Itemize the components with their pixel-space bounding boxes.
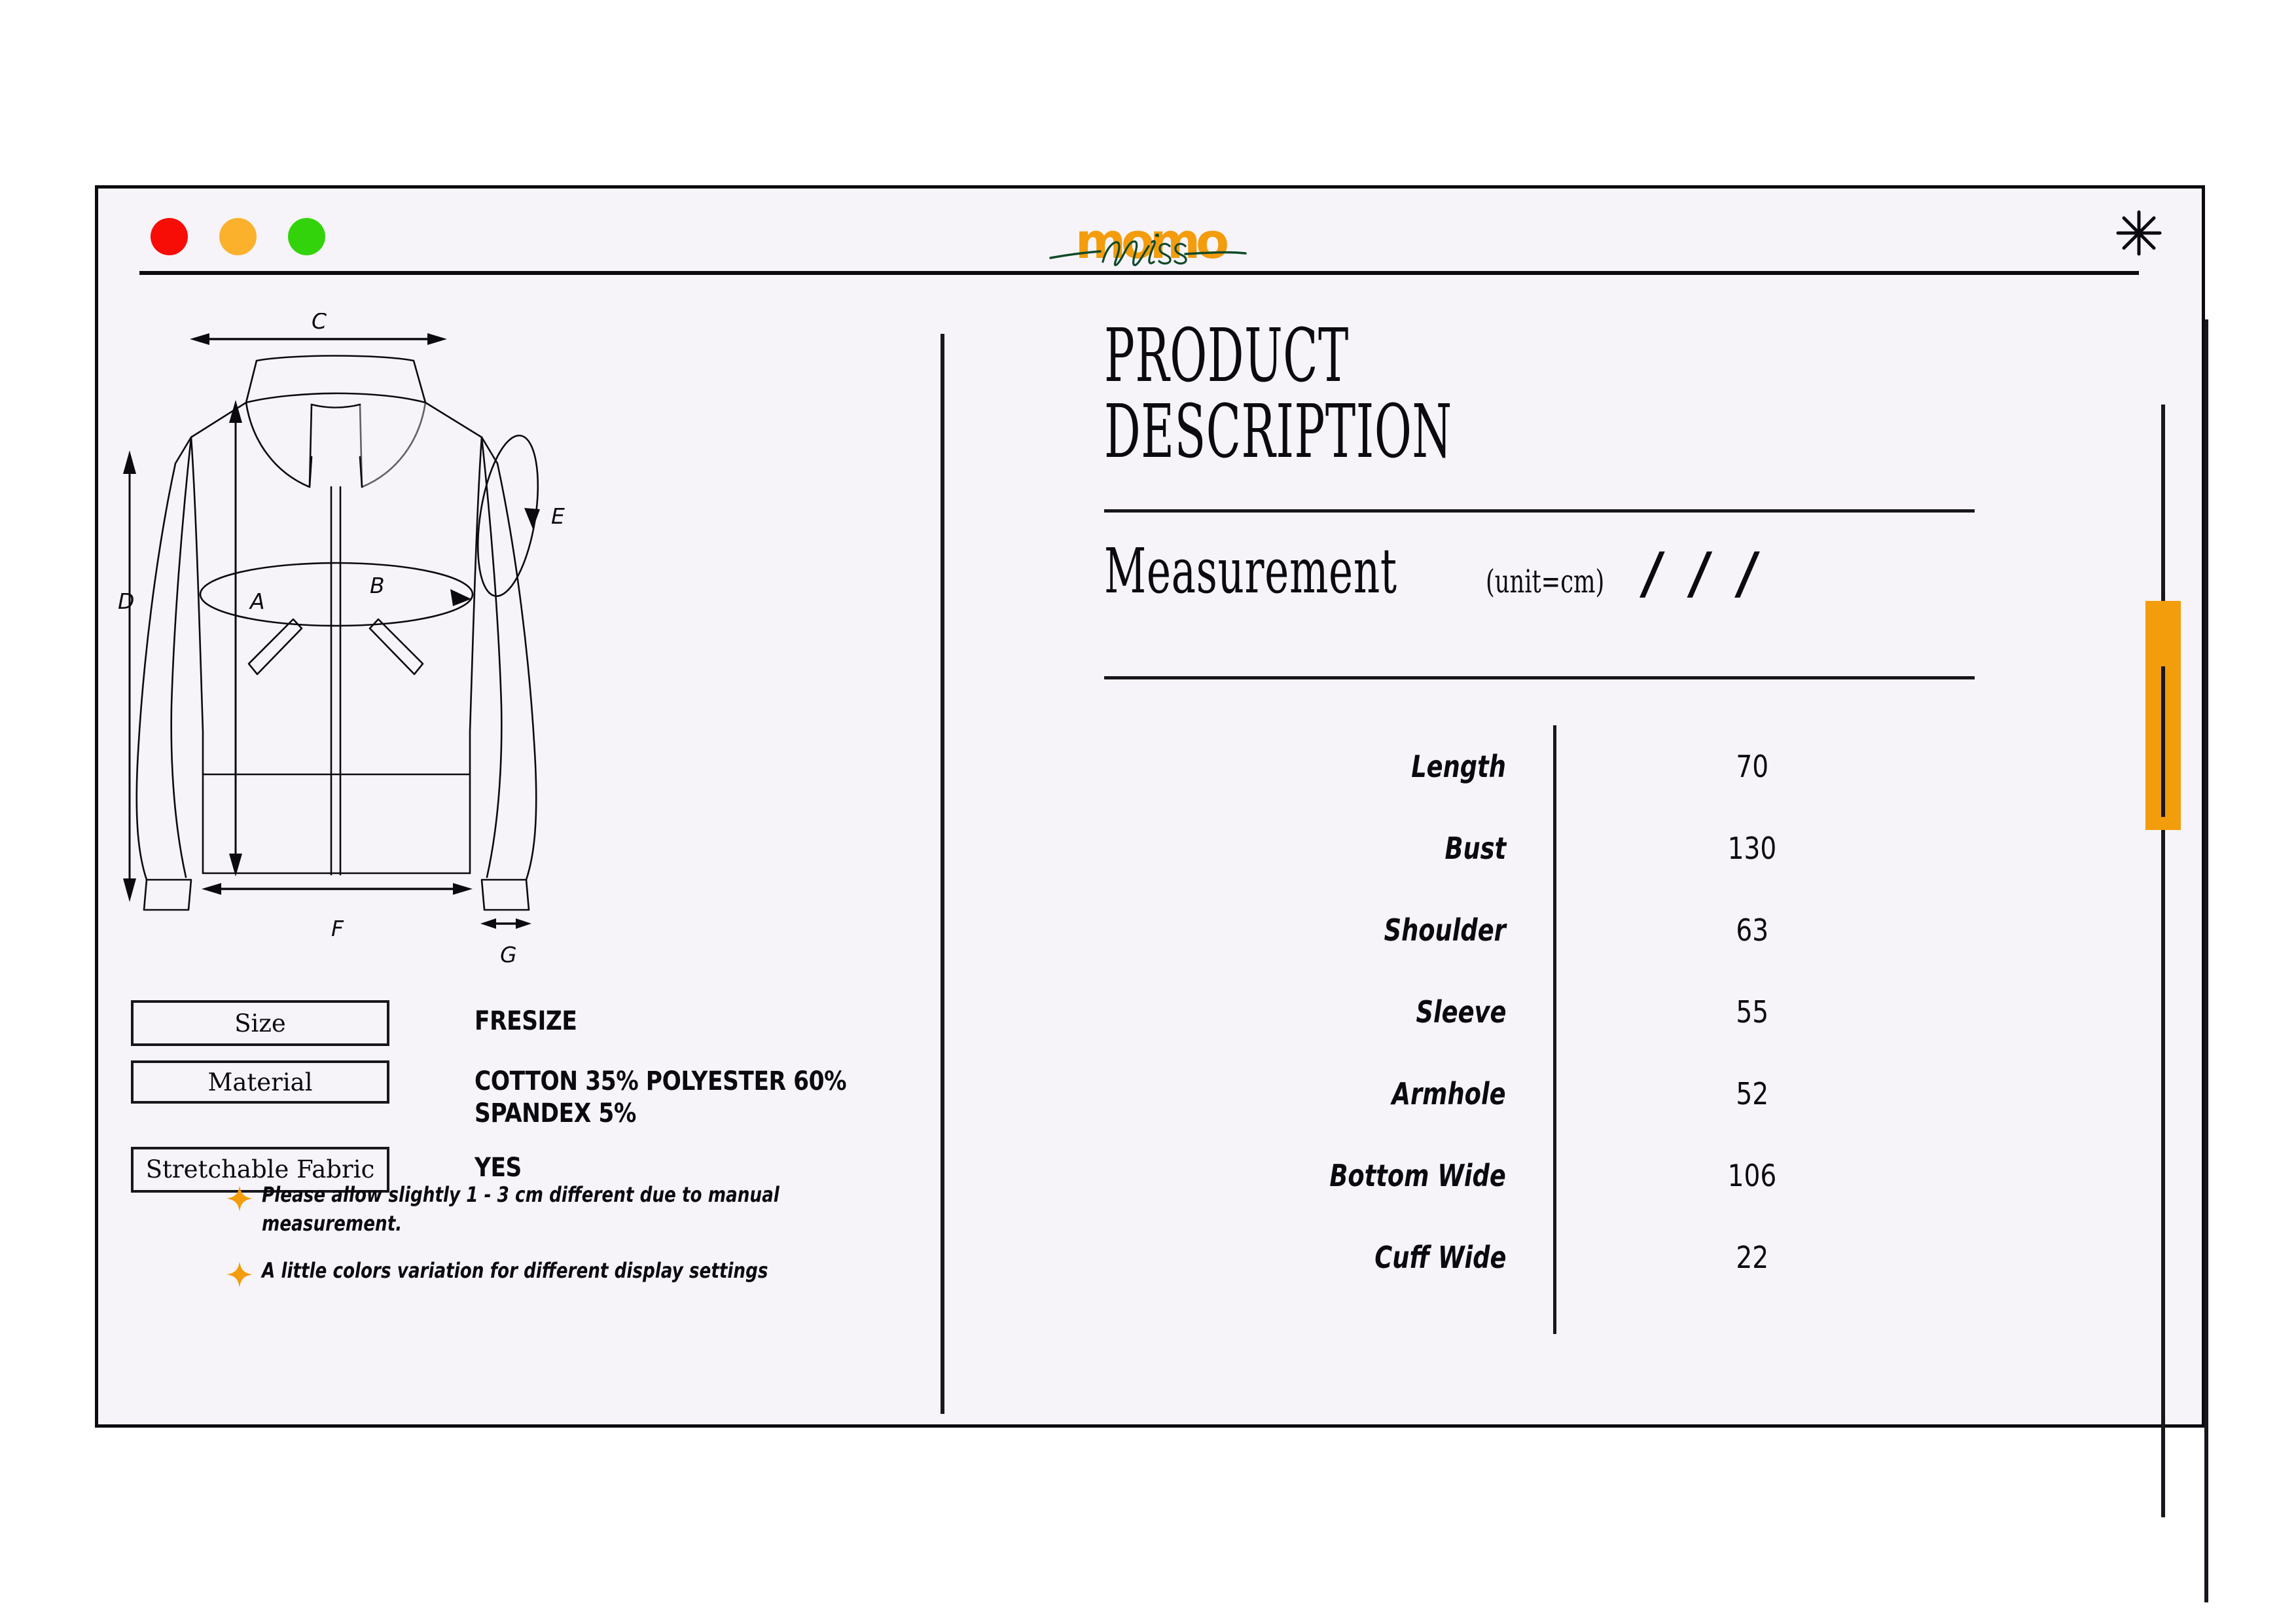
callout-letter-A: A [249,588,265,614]
spec-value-stretchable-fabric: YES [475,1152,522,1183]
measurement-label: Cuff Wide [1104,1240,1530,1275]
spec-label-size: Size [131,1000,389,1046]
scrollbar-track[interactable] [2161,405,2165,1517]
minimize-button[interactable] [219,218,257,255]
page-title: PRODUCT DESCRIPTION [1104,314,1452,475]
notes-list: Please allow slightly 1 - 3 cm different… [226,1180,914,1306]
header-divider [139,271,2139,275]
measurement-divider [1104,676,1975,679]
measurement-table-body: Length 70 Bust 130 Shoulder 63 Sleeve 55… [1104,725,1975,1298]
measurement-value-text: 70 [1736,748,1768,784]
slash-decoration: / / / [1644,541,1764,606]
vertical-scrollbar[interactable] [2145,405,2185,1517]
note-item: Please allow slightly 1 - 3 cm different… [226,1180,914,1238]
measurement-label: Shoulder [1104,912,1530,948]
panel-divider [941,334,944,1414]
measurement-value: 70 [1530,749,1975,784]
measurement-label-text: Bottom Wide [1329,1157,1506,1193]
measurement-label: Bust [1104,831,1530,866]
spec-label-material: Material [131,1060,389,1104]
measurement-value-text: 22 [1736,1239,1768,1275]
brand-logo-wordmark: momo [1075,213,1229,270]
measurement-value: 130 [1530,831,1975,866]
brand-logo[interactable]: momo [1045,213,1255,279]
measurement-label-text: Shoulder [1384,912,1506,948]
measurement-label-text: Cuff Wide [1374,1239,1506,1275]
measurement-unit: (unit=cm) [1486,563,1605,600]
spec-value-material: COTTON 35% POLYESTER 60% SPANDEX 5% [475,1066,847,1128]
measurement-value: 22 [1530,1240,1975,1275]
measurement-heading: Measurement [1104,535,1397,607]
sparkle-bullet-icon [226,1185,253,1212]
spec-row-material: Material COTTON 35% POLYESTER 60% SPANDE… [131,1060,916,1130]
measurement-label-text: Bust [1444,830,1506,866]
app-window: momo [95,185,2208,1602]
spec-label-stretchable-fabric: Stretchable Fabric [131,1146,389,1193]
callout-letter-G: G [500,942,517,967]
table-row: Armhole 52 [1104,1053,1975,1134]
callout-letter-B: B [370,573,385,598]
callout-letter-C: C [312,313,327,334]
right-panel: PRODUCT DESCRIPTION Measurement (unit=cm… [941,274,2208,1602]
jacket-technical-drawing: C B A D E F G [118,313,565,967]
note-item: A little colors variation for different … [226,1256,914,1288]
window-titlebar: momo [98,189,2202,275]
note-text: A little colors variation for different … [262,1258,768,1284]
callout-letter-E: E [551,503,565,529]
asterisk-icon[interactable] [2115,209,2162,257]
measurement-value: 55 [1530,994,1975,1030]
table-row: Sleeve 55 [1104,971,1975,1053]
spec-row-stretchable-fabric: Stretchable Fabric YES [131,1146,916,1193]
scrollbar-thumb[interactable] [2145,601,2181,830]
measurement-label: Bottom Wide [1104,1158,1530,1193]
maximize-button[interactable] [288,218,325,255]
measurement-value: 63 [1530,912,1975,948]
measurement-label-text: Sleeve [1416,994,1506,1030]
spec-value-size: FRESIZE [475,1006,577,1036]
spec-list: Size FRESIZE Material COTTON 35% POLYEST… [131,1000,916,1207]
measurement-table-divider [1553,725,1556,1334]
measurement-label: Length [1104,749,1530,784]
traffic-light-controls [151,218,325,255]
measurement-value-text: 55 [1736,994,1768,1030]
measurement-value-text: 130 [1727,830,1777,866]
title-divider [1104,509,1975,513]
table-row: Bottom Wide 106 [1104,1134,1975,1216]
close-button[interactable] [151,218,188,255]
right-border-line [2204,319,2208,1602]
table-row: Length 70 [1104,725,1975,807]
measurement-label: Armhole [1104,1076,1530,1111]
callout-letter-F: F [331,916,344,941]
table-row: Shoulder 63 [1104,889,1975,971]
table-row: Cuff Wide 22 [1104,1216,1975,1298]
table-row: Bust 130 [1104,807,1975,889]
scrollbar-thumb-line [2161,666,2165,817]
callout-letter-D: D [118,588,134,614]
spec-row-size: Size FRESIZE [131,1000,916,1046]
note-text: Please allow slightly 1 - 3 cm different… [262,1182,780,1236]
sparkle-bullet-icon [226,1261,253,1288]
measurement-value: 106 [1530,1158,1975,1193]
measurement-heading-group: Measurement (unit=cm) / / / [1104,535,1784,607]
measurement-value-text: 63 [1736,912,1768,948]
measurement-value: 52 [1530,1076,1975,1111]
measurement-label: Sleeve [1104,994,1530,1030]
left-panel: C B A D E F G Size FRESIZE Material COTT… [98,274,941,1431]
measurement-value-text: 106 [1727,1157,1777,1193]
measurement-label-text: Length [1411,748,1506,784]
measurement-table: Length 70 Bust 130 Shoulder 63 Sleeve 55… [1104,725,1975,1334]
measurement-value-text: 52 [1736,1075,1768,1111]
measurement-label-text: Armhole [1391,1075,1506,1111]
